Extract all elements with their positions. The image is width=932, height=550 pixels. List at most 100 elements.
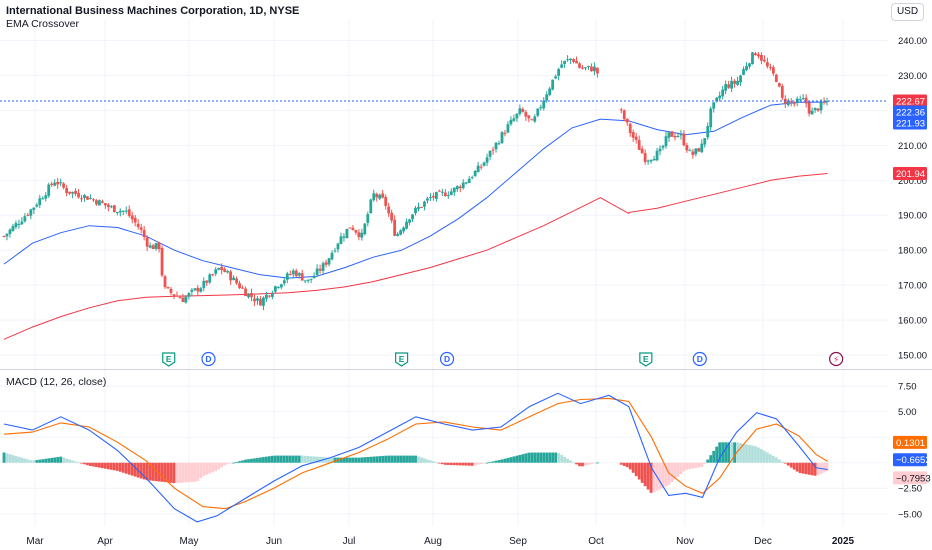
candle-body bbox=[133, 217, 137, 223]
candle-body bbox=[473, 170, 477, 177]
candle-body bbox=[41, 198, 45, 200]
macd-histogram-bar bbox=[730, 442, 734, 463]
time-tick-label: Mar bbox=[26, 536, 44, 547]
price-badge-label: 0.1301 bbox=[896, 438, 925, 449]
macd-histogram-bar bbox=[646, 462, 650, 490]
macd-histogram-bar bbox=[375, 456, 379, 463]
candle-body bbox=[506, 124, 510, 133]
macd-histogram-bar bbox=[315, 456, 319, 463]
candle-body bbox=[29, 209, 33, 216]
candle-body bbox=[479, 166, 483, 168]
candle-body bbox=[786, 100, 790, 106]
candle-body bbox=[309, 278, 313, 280]
macd-histogram-bar bbox=[276, 455, 280, 463]
macd-indicator-label[interactable]: MACD (12, 26, close) bbox=[6, 376, 107, 388]
macd-histogram-bar bbox=[71, 460, 74, 463]
candle-body bbox=[89, 198, 92, 200]
candle-body bbox=[83, 195, 86, 199]
macd-histogram-bar bbox=[813, 462, 817, 476]
price-tick-label: 160.00 bbox=[898, 316, 927, 327]
macd-histogram-bar bbox=[32, 460, 36, 463]
candle-body bbox=[673, 136, 677, 138]
macd-histogram-bar bbox=[267, 456, 271, 463]
dividend-marker-label: D bbox=[444, 354, 450, 364]
candle-body bbox=[20, 221, 24, 225]
macd-histogram-bar bbox=[765, 452, 769, 463]
macd-histogram-bar bbox=[566, 458, 569, 463]
macd-histogram-bar bbox=[98, 462, 101, 468]
macd-histogram-bar bbox=[780, 461, 784, 463]
candle-body bbox=[458, 186, 462, 189]
macd-histogram-bar bbox=[414, 455, 417, 463]
candle-body bbox=[670, 131, 674, 137]
candlestick-series bbox=[2, 51, 829, 311]
macd-histogram-bar bbox=[163, 462, 167, 483]
macd-histogram-bar bbox=[285, 455, 289, 463]
macd-histogram-bar bbox=[443, 462, 447, 465]
candle-body bbox=[214, 269, 218, 274]
candle-body bbox=[223, 269, 227, 272]
candle-body bbox=[270, 292, 274, 297]
macd-histogram-bar bbox=[804, 462, 808, 475]
candle-body bbox=[512, 118, 516, 121]
candle-body bbox=[593, 66, 596, 72]
candle-body bbox=[661, 145, 665, 148]
candle-body bbox=[545, 94, 549, 101]
ema-slow-line bbox=[3, 173, 828, 340]
macd-histogram-bar bbox=[703, 462, 707, 464]
candle-body bbox=[542, 100, 546, 109]
macd-histogram-bar bbox=[29, 460, 33, 463]
macd-histogram-bar bbox=[14, 455, 18, 463]
macd-histogram-bar bbox=[449, 462, 453, 466]
macd-histogram-bar bbox=[801, 462, 805, 474]
price-badge bbox=[893, 435, 927, 449]
candle-body bbox=[98, 200, 101, 206]
candle-body bbox=[804, 97, 808, 104]
price-tick-label: 240.00 bbox=[898, 36, 927, 47]
candle-body bbox=[637, 139, 641, 150]
candle-body bbox=[74, 190, 77, 194]
macd-histogram-bar bbox=[74, 461, 77, 463]
macd-histogram-bar bbox=[288, 455, 292, 463]
macd-histogram-bar bbox=[423, 458, 426, 463]
candle-body bbox=[792, 103, 796, 105]
candle-body bbox=[536, 108, 540, 116]
macd-histogram-bar bbox=[563, 456, 567, 463]
candle-body bbox=[420, 206, 423, 208]
indicator-label[interactable]: EMA Crossover bbox=[6, 18, 79, 30]
price-badge bbox=[893, 166, 927, 180]
candle-body bbox=[393, 219, 397, 236]
macd-histogram-bar bbox=[253, 458, 256, 463]
candle-body bbox=[581, 67, 584, 69]
candle-body bbox=[5, 233, 9, 237]
symbol-title[interactable]: International Business Machines Corporat… bbox=[6, 5, 300, 17]
candle-body bbox=[730, 80, 734, 89]
candle-body bbox=[402, 227, 405, 232]
candle-body bbox=[596, 67, 599, 74]
candle-body bbox=[688, 150, 692, 152]
currency-button[interactable]: USD bbox=[891, 3, 924, 21]
candle-body bbox=[38, 198, 42, 206]
candle-body bbox=[118, 210, 122, 213]
macd-histogram-bar bbox=[333, 457, 337, 463]
macd-histogram-bar bbox=[557, 453, 561, 463]
macd-histogram-bar bbox=[798, 462, 802, 474]
macd-histogram-bar bbox=[664, 462, 668, 487]
candle-body bbox=[405, 221, 408, 229]
price-tick-label: 190.00 bbox=[898, 211, 927, 222]
macd-histogram-bar bbox=[265, 456, 268, 463]
time-axis: Mar Apr May Jun Jul Aug Sep Oct Nov Dec 2025 bbox=[26, 536, 854, 547]
macd-histogram-bar bbox=[148, 462, 152, 481]
macd-histogram-bar bbox=[768, 454, 772, 463]
candle-body bbox=[196, 287, 200, 292]
earnings-marker bbox=[162, 352, 176, 367]
macd-histogram-bar bbox=[437, 462, 441, 464]
candle-body bbox=[357, 232, 361, 238]
candle-body bbox=[14, 223, 18, 228]
macd-histogram-bar bbox=[387, 455, 391, 463]
candle-body bbox=[563, 60, 567, 65]
macd-histogram-bar bbox=[83, 462, 86, 465]
macd-histogram-bar bbox=[634, 462, 638, 477]
macd-histogram-bar bbox=[366, 457, 370, 463]
macd-histogram-bar bbox=[494, 460, 498, 463]
